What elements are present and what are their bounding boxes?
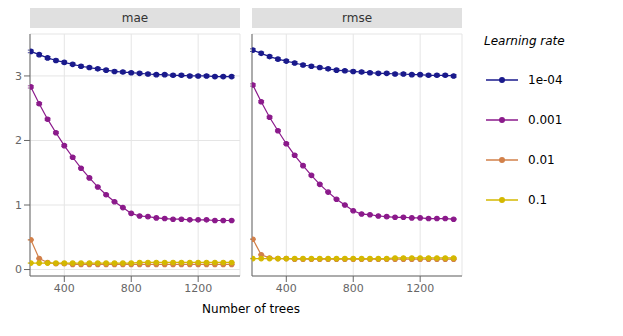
html-text:0.01: 0.01 bbox=[528, 153, 555, 167]
svg-text:400: 400 bbox=[276, 282, 297, 295]
html-text:0.1: 0.1 bbox=[528, 193, 548, 207]
svg-text:3: 3 bbox=[15, 70, 22, 83]
html-text:Number of trees: Number of trees bbox=[202, 302, 300, 316]
svg-text:1: 1 bbox=[15, 199, 22, 212]
html-text:0.001: 0.001 bbox=[528, 113, 563, 127]
svg-text:400: 400 bbox=[54, 282, 75, 295]
svg-text:0: 0 bbox=[15, 263, 22, 276]
html-text:Learning rate: Learning rate bbox=[484, 34, 565, 48]
html-text:mae: mae bbox=[121, 11, 149, 25]
html-text:1e-04: 1e-04 bbox=[528, 73, 563, 87]
svg-text:800: 800 bbox=[121, 282, 142, 295]
svg-text:800: 800 bbox=[343, 282, 364, 295]
html-text:rmse: rmse bbox=[342, 11, 372, 25]
svg-text:2: 2 bbox=[15, 134, 22, 147]
svg-text:1200: 1200 bbox=[184, 282, 212, 295]
svg-text:1200: 1200 bbox=[406, 282, 434, 295]
